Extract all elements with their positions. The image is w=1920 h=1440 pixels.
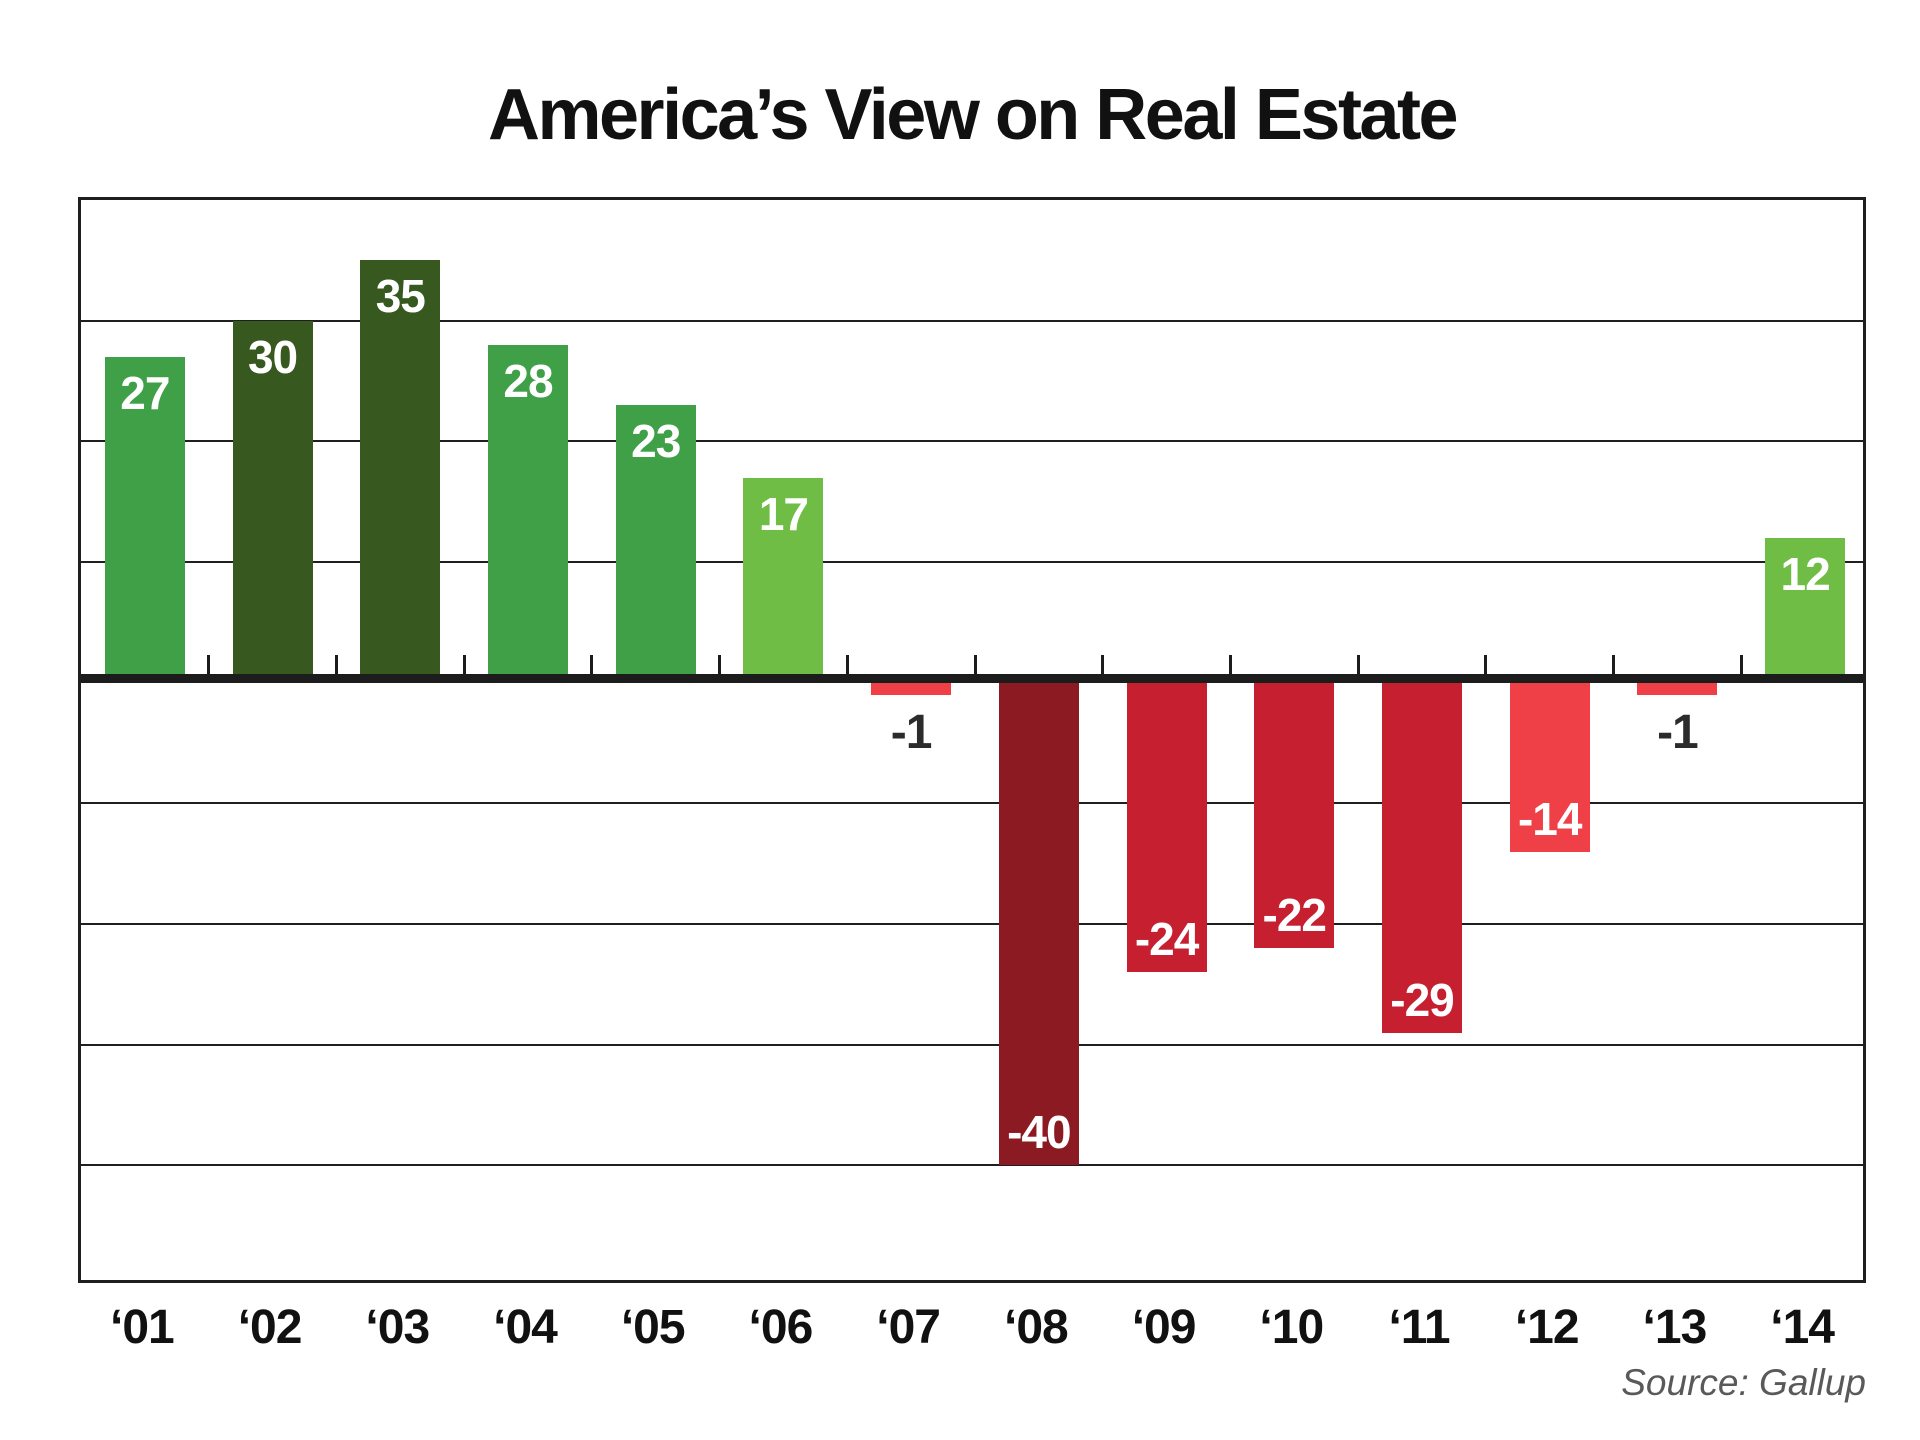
axis-tick-5 [718,654,722,683]
x-axis-label-08: ‘08 [1003,1301,1069,1354]
bar-value-label-05: 23 [631,415,681,468]
x-axis-label-04: ‘04 [493,1301,558,1354]
zero-axis-line [81,674,1863,683]
bar-value-label-02: 30 [247,330,298,383]
axis-tick-2 [334,654,338,683]
bar-09 [1126,682,1207,973]
x-axis-label-12: ‘12 [1514,1301,1580,1354]
axis-tick-10 [1356,654,1360,683]
bar-02 [232,320,313,683]
source-note: Source: Gallup [1621,1362,1866,1403]
x-axis-label-07: ‘07 [876,1301,941,1354]
bar-13 [1637,682,1718,695]
x-axis-label-09: ‘09 [1131,1301,1197,1354]
bar-value-label-01: 27 [120,366,170,419]
bar-06 [743,477,824,683]
axis-tick-7 [973,654,977,683]
x-axis-label-13: ‘13 [1642,1301,1708,1354]
x-axis-label-06: ‘06 [748,1301,814,1354]
axis-tick-6 [845,654,849,683]
gridline--30 [81,1043,1863,1046]
axis-tick-3 [462,654,466,683]
bar-value-label-06: 17 [758,487,809,540]
bar-value-label-14: 12 [1780,547,1831,600]
gridline--40 [81,1164,1863,1167]
plot-area: 27 30 35 28 23 17 -1 -40 -24 -22 -29 -14 -1 12 [78,197,1866,1283]
bar-value-label-07: -1 [890,705,933,759]
bar-01 [104,356,185,683]
x-axis-label-03: ‘03 [365,1301,430,1354]
axis-tick-11 [1484,654,1488,683]
bar-07 [871,682,952,695]
bar-value-label-08: -40 [1007,1106,1071,1159]
bar-value-label-04: 28 [503,354,553,407]
chart-title: America’s View on Real Estate [488,75,1458,155]
bar-04 [488,344,568,683]
axis-tick-8 [1101,654,1105,683]
x-axis-label-02: ‘02 [237,1301,303,1354]
bar-value-label-03: 35 [375,270,426,323]
axis-tick-4 [590,654,594,683]
bar-value-label-13: -1 [1657,705,1699,759]
bar-08 [998,682,1079,1166]
bar-value-label-09: -24 [1134,913,1199,966]
bar-value-label-12: -14 [1517,792,1582,845]
x-axis-label-01: ‘01 [109,1301,175,1354]
x-axis-label-10: ‘10 [1259,1301,1324,1354]
axis-tick-1 [207,654,211,683]
bar-11 [1382,682,1462,1033]
bar-14 [1765,537,1846,683]
x-axis-label-05: ‘05 [620,1301,686,1354]
gridline-10 [81,561,1863,563]
axis-tick-13 [1739,654,1743,683]
bar-12 [1509,682,1590,852]
bar-03 [360,260,441,683]
axis-tick-9 [1228,654,1232,683]
bar-value-label-11: -29 [1390,973,1454,1026]
gridline--20 [81,923,1863,925]
x-axis-label-11: ‘11 [1388,1301,1450,1354]
gridline--10 [81,802,1863,805]
bar-value-label-10: -22 [1262,889,1327,942]
gridline-30 [81,319,1863,322]
gridline-20 [81,440,1863,443]
bar-10 [1254,682,1335,949]
axis-tick-12 [1612,654,1616,683]
bar-05 [615,405,696,683]
x-axis-label-14: ‘14 [1770,1301,1835,1354]
